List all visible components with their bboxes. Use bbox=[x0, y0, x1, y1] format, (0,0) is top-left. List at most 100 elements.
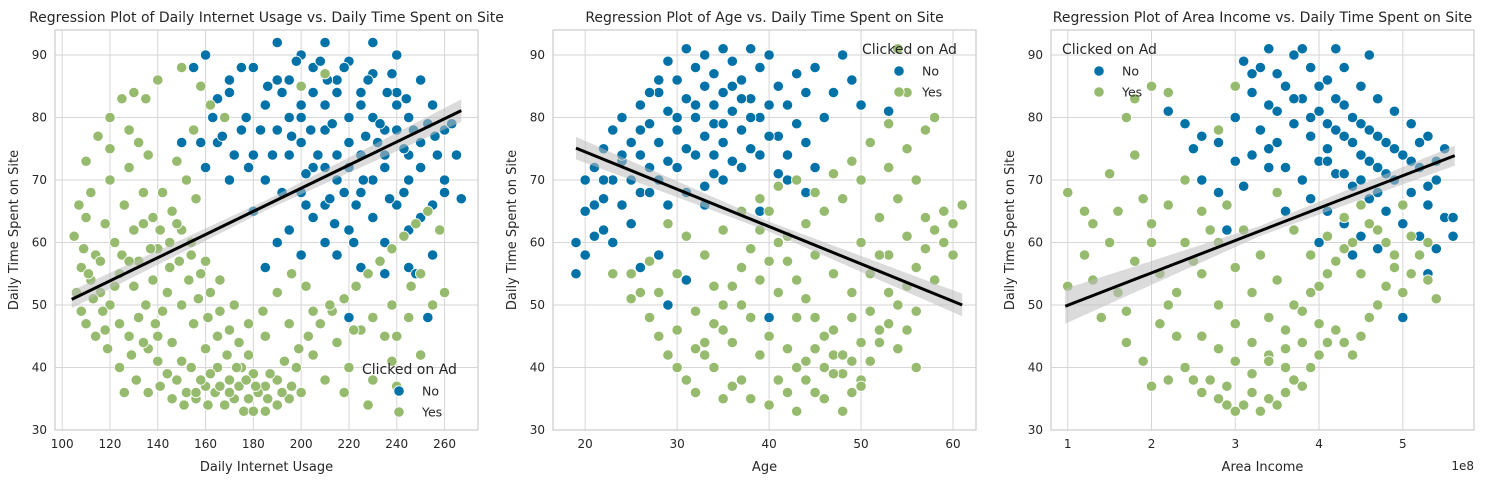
data-point bbox=[176, 299, 188, 311]
data-point bbox=[355, 86, 367, 99]
data-point bbox=[1137, 193, 1149, 205]
legend: Clicked on Ad No Yes bbox=[862, 42, 957, 100]
data-point bbox=[290, 55, 302, 67]
data-point bbox=[1288, 49, 1300, 61]
data-point bbox=[104, 143, 116, 155]
data-point bbox=[276, 386, 288, 399]
data-point bbox=[864, 305, 876, 317]
data-point bbox=[1271, 68, 1283, 80]
data-point bbox=[901, 324, 913, 336]
data-point bbox=[1422, 236, 1434, 249]
data-point bbox=[781, 255, 794, 267]
data-point bbox=[846, 74, 858, 86]
data-point bbox=[1196, 174, 1208, 186]
data-point bbox=[671, 161, 683, 174]
data-point bbox=[846, 286, 858, 299]
data-point bbox=[763, 330, 775, 342]
data-point bbox=[307, 86, 319, 99]
data-point bbox=[837, 49, 849, 61]
data-point bbox=[204, 286, 216, 299]
data-point bbox=[271, 74, 283, 86]
data-point bbox=[199, 255, 212, 267]
data-point bbox=[231, 361, 243, 374]
data-point bbox=[1288, 299, 1300, 311]
data-point bbox=[362, 268, 374, 280]
data-point bbox=[1397, 149, 1409, 161]
data-point bbox=[211, 93, 224, 105]
data-point bbox=[1372, 130, 1384, 142]
data-point bbox=[689, 305, 702, 317]
data-point bbox=[1078, 205, 1091, 217]
data-point bbox=[1346, 136, 1359, 149]
data-point bbox=[343, 311, 355, 324]
data-point bbox=[735, 124, 748, 136]
data-point bbox=[1212, 299, 1225, 311]
legend-label: No bbox=[922, 64, 939, 79]
data-point bbox=[164, 261, 176, 274]
data-point bbox=[247, 405, 259, 417]
data-point bbox=[130, 374, 142, 386]
data-point bbox=[1338, 211, 1350, 224]
data-point bbox=[883, 286, 895, 299]
data-point bbox=[726, 55, 738, 67]
data-point bbox=[763, 205, 775, 217]
data-point bbox=[426, 99, 439, 111]
subplot-1: 100 120 140 160 180 200 220 240 260 30 40 50 60 70 80 9… bbox=[7, 10, 504, 475]
data-point bbox=[350, 280, 362, 292]
data-point bbox=[662, 299, 674, 311]
data-point bbox=[616, 199, 628, 211]
data-point bbox=[219, 111, 231, 124]
data-point bbox=[1162, 86, 1174, 99]
data-point bbox=[240, 374, 252, 386]
data-point bbox=[271, 124, 283, 136]
plot-frame bbox=[1050, 29, 1475, 431]
data-point bbox=[386, 355, 398, 367]
data-point bbox=[1196, 386, 1208, 399]
data-point bbox=[128, 280, 140, 292]
data-point bbox=[450, 149, 463, 161]
x-tick-label: 140 bbox=[146, 437, 169, 451]
legend-label: Yes bbox=[921, 85, 942, 100]
series-yes bbox=[68, 61, 451, 417]
data-point bbox=[717, 136, 729, 149]
data-point bbox=[671, 111, 683, 124]
data-point bbox=[319, 36, 331, 49]
data-point bbox=[348, 324, 360, 336]
data-point bbox=[1238, 180, 1250, 192]
data-point bbox=[643, 311, 656, 324]
data-point bbox=[185, 249, 197, 261]
data-point bbox=[223, 374, 236, 386]
data-point bbox=[818, 361, 830, 374]
data-point bbox=[763, 311, 775, 324]
data-point bbox=[171, 374, 183, 386]
x-axis-label: Age bbox=[752, 460, 777, 475]
data-point bbox=[873, 324, 886, 336]
data-point bbox=[809, 311, 821, 324]
x-tick-label: 3 bbox=[1231, 437, 1239, 451]
data-point bbox=[271, 286, 283, 299]
data-point bbox=[75, 261, 87, 274]
data-point bbox=[800, 218, 812, 230]
data-point bbox=[398, 186, 410, 199]
data-point bbox=[386, 243, 398, 255]
data-point bbox=[671, 124, 683, 136]
data-point bbox=[929, 111, 941, 124]
data-point bbox=[319, 236, 331, 249]
y-tick-label: 70 bbox=[1028, 173, 1043, 187]
data-point bbox=[99, 218, 111, 230]
data-point bbox=[101, 343, 114, 355]
data-point bbox=[73, 199, 85, 211]
data-point bbox=[1363, 155, 1375, 167]
data-point bbox=[662, 218, 674, 230]
data-point bbox=[295, 80, 307, 92]
data-point bbox=[1372, 161, 1384, 174]
data-point bbox=[1338, 61, 1350, 74]
data-point bbox=[1447, 211, 1459, 224]
legend-label: No bbox=[422, 384, 439, 399]
legend-title: Clicked on Ad bbox=[362, 362, 457, 378]
y-tick-label: 30 bbox=[1028, 423, 1043, 437]
data-point bbox=[116, 93, 128, 105]
data-point bbox=[1346, 236, 1359, 249]
data-point bbox=[113, 361, 126, 374]
data-point bbox=[410, 218, 422, 230]
